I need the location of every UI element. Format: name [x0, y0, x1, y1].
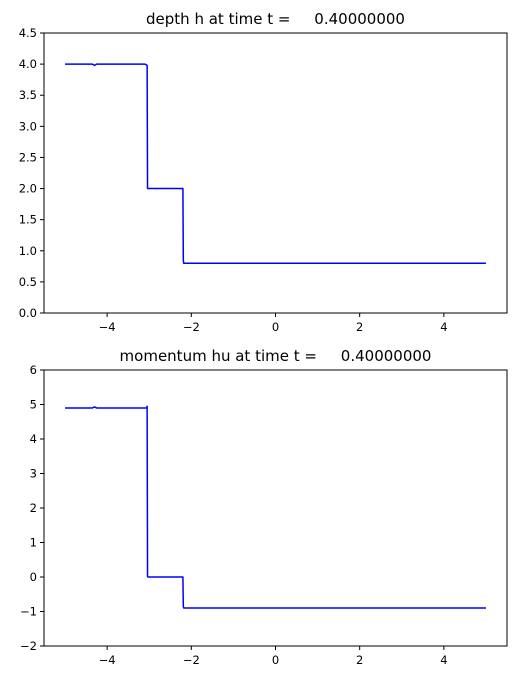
momentum-x-tick-label: 4	[440, 653, 447, 667]
momentum-series-line	[65, 405, 486, 609]
momentum-x-tick-label: 2	[356, 653, 363, 667]
momentum-y-tick-label: 2	[30, 501, 37, 515]
momentum-y-tick-label: 4	[30, 432, 37, 446]
momentum-chart: momentum hu at time t = 0.40000000 −4 −2 0 2…	[20, 347, 508, 667]
depth-y-tick-label: 3.0	[19, 119, 37, 133]
depth-x-tick-label: 4	[440, 320, 447, 334]
momentum-y-tick-label: 5	[30, 398, 37, 412]
depth-y-tick-label: 2.0	[19, 182, 37, 196]
depth-x-tick-label: −4	[99, 320, 116, 334]
depth-y-tick-label: 3.5	[19, 88, 37, 102]
depth-y-tick-label: 4.5	[19, 26, 37, 40]
depth-y-tick-label: 2.5	[19, 150, 37, 164]
depth-y-tick-label: 4.0	[19, 57, 37, 71]
depth-x-tick-label: −2	[183, 320, 200, 334]
momentum-y-tick-label: −2	[20, 639, 37, 653]
momentum-y-tick-label: 1	[30, 536, 37, 550]
momentum-y-tick-label: 0	[30, 570, 37, 584]
momentum-x-tick-label: 0	[272, 653, 279, 667]
depth-y-tick-label: 1.5	[19, 213, 37, 227]
depth-x-tick-label: 0	[272, 320, 279, 334]
depth-chart: depth h at time t = 0.40000000 −4 −2 0 2 4 0.0…	[19, 10, 508, 334]
momentum-chart-title: momentum hu at time t = 0.40000000	[120, 347, 432, 365]
depth-y-tick-label: 0.0	[19, 306, 37, 320]
depth-y-tick-label: 1.0	[19, 244, 37, 258]
momentum-axes-frame	[43, 369, 508, 647]
momentum-x-tick-label: −4	[99, 653, 116, 667]
depth-y-tick-label: 0.5	[19, 275, 37, 289]
momentum-y-tick-label: −1	[20, 605, 37, 619]
depth-chart-title: depth h at time t = 0.40000000	[146, 10, 405, 28]
momentum-y-tick-label: 6	[30, 363, 37, 377]
depth-series-line	[65, 63, 486, 264]
momentum-x-tick-label: −2	[183, 653, 200, 667]
depth-axes-frame	[43, 32, 508, 314]
depth-x-tick-label: 2	[356, 320, 363, 334]
momentum-y-tick-label: 3	[30, 467, 37, 481]
